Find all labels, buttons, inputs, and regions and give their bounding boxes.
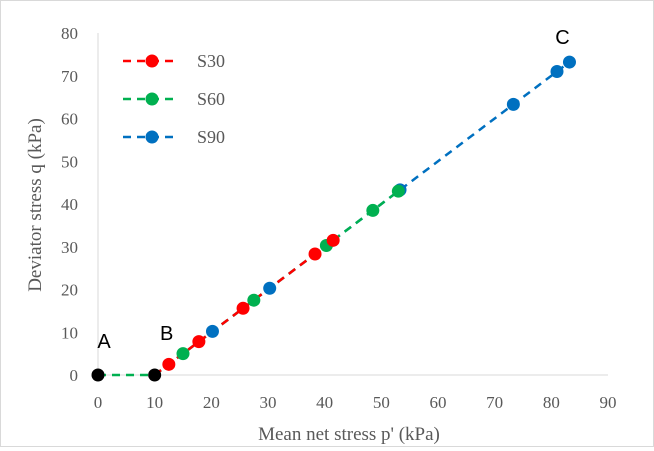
point-b-marker <box>148 368 162 382</box>
legend-marker-s60 <box>145 92 159 106</box>
legend: S30 S60 S90 <box>123 51 225 147</box>
y-axis-title: Deviator stress q (kPa) <box>25 118 46 292</box>
x-tick-label: 0 <box>94 393 103 412</box>
data-point-s30 <box>326 233 340 247</box>
data-point-s30 <box>236 301 250 315</box>
data-point-s60 <box>391 184 405 198</box>
reference-points: A B C <box>91 27 570 382</box>
x-tick-label: 90 <box>600 393 617 412</box>
data-point-s90 <box>263 281 277 295</box>
y-tick-label: 60 <box>61 110 78 129</box>
point-a-marker <box>91 368 105 382</box>
legend-marker-s30 <box>145 54 159 68</box>
data-point-s30 <box>192 335 206 349</box>
data-point-s60 <box>366 203 380 217</box>
y-tick-label: 30 <box>61 238 78 257</box>
x-tick-labels: 0 10 20 30 40 50 60 70 80 90 <box>94 393 617 412</box>
x-tick-label: 40 <box>316 393 333 412</box>
data-point-s60 <box>247 293 261 307</box>
legend-marker-s90 <box>145 130 159 144</box>
y-tick-label: 0 <box>70 366 79 385</box>
data-point-s30 <box>162 357 176 371</box>
x-tick-label: 30 <box>260 393 277 412</box>
x-tick-label: 80 <box>543 393 560 412</box>
y-tick-label: 10 <box>61 323 78 342</box>
data-point-s60 <box>176 347 190 361</box>
y-tick-label: 40 <box>61 195 78 214</box>
x-tick-label: 70 <box>486 393 503 412</box>
y-tick-labels: 0 10 20 30 40 50 60 70 80 <box>61 24 78 385</box>
legend-label-s60: S60 <box>197 89 225 109</box>
data-point-s90 <box>562 55 576 69</box>
y-tick-label: 80 <box>61 24 78 43</box>
point-b-label: B <box>160 323 173 345</box>
point-c-label: C <box>555 27 569 49</box>
x-tick-label: 10 <box>146 393 163 412</box>
legend-label-s90: S90 <box>197 127 225 147</box>
x-axis-title: Mean net stress p' (kPa) <box>258 424 440 445</box>
point-a-label: A <box>97 331 111 353</box>
x-tick-label: 50 <box>373 393 390 412</box>
data-point-s90 <box>506 97 520 111</box>
y-tick-label: 70 <box>61 67 78 86</box>
x-tick-label: 20 <box>203 393 220 412</box>
y-tick-label: 20 <box>61 281 78 300</box>
x-tick-label: 60 <box>430 393 447 412</box>
axes <box>97 33 608 376</box>
data-point-s90 <box>205 324 219 338</box>
y-tick-label: 50 <box>61 152 78 171</box>
legend-label-s30: S30 <box>197 51 225 71</box>
series-layer <box>98 55 576 377</box>
data-point-s30 <box>308 247 322 261</box>
data-point-s90 <box>550 64 564 78</box>
